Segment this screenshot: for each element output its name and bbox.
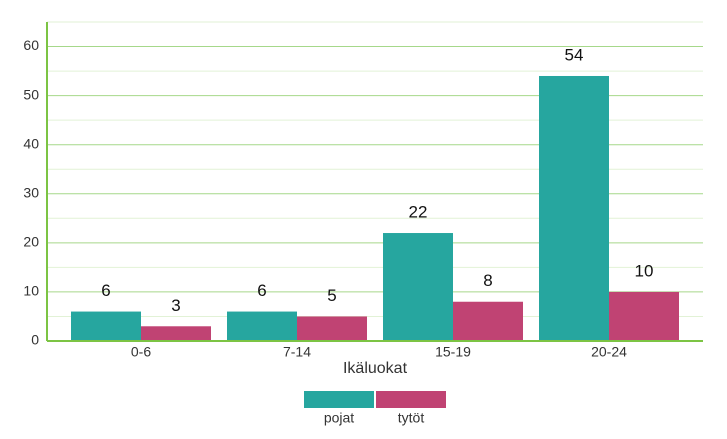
- y-tick-label: 50: [23, 86, 39, 102]
- bar: [227, 311, 297, 341]
- y-tick-label: 20: [23, 234, 39, 250]
- value-label: 6: [101, 281, 110, 300]
- value-label: 5: [327, 286, 336, 305]
- value-label: 6: [257, 281, 266, 300]
- value-label: 10: [635, 261, 654, 280]
- y-tick-label: 60: [23, 37, 39, 53]
- bar: [141, 326, 211, 341]
- bar: [609, 291, 679, 341]
- value-label: 22: [409, 203, 428, 222]
- y-tick-label: 30: [23, 184, 39, 200]
- x-axis-label: Ikäluokat: [343, 360, 408, 377]
- legend-label: pojat: [324, 410, 354, 426]
- y-tick-label: 10: [23, 283, 39, 299]
- legend-swatch: [376, 391, 446, 408]
- x-tick-label: 20-24: [591, 344, 627, 360]
- y-tick-label: 0: [31, 332, 39, 348]
- x-tick-label: 7-14: [283, 344, 311, 360]
- bar: [71, 311, 141, 341]
- y-tick-label: 40: [23, 135, 39, 151]
- bar: [453, 301, 523, 341]
- bar: [297, 316, 367, 341]
- value-label: 3: [171, 296, 180, 315]
- x-tick-label: 15-19: [435, 344, 471, 360]
- bar: [539, 75, 609, 341]
- value-label: 54: [565, 45, 584, 64]
- x-tick-label: 0-6: [131, 344, 151, 360]
- legend-swatch: [304, 391, 374, 408]
- bar: [383, 233, 453, 341]
- legend-label: tytöt: [398, 410, 425, 426]
- value-label: 8: [483, 271, 492, 290]
